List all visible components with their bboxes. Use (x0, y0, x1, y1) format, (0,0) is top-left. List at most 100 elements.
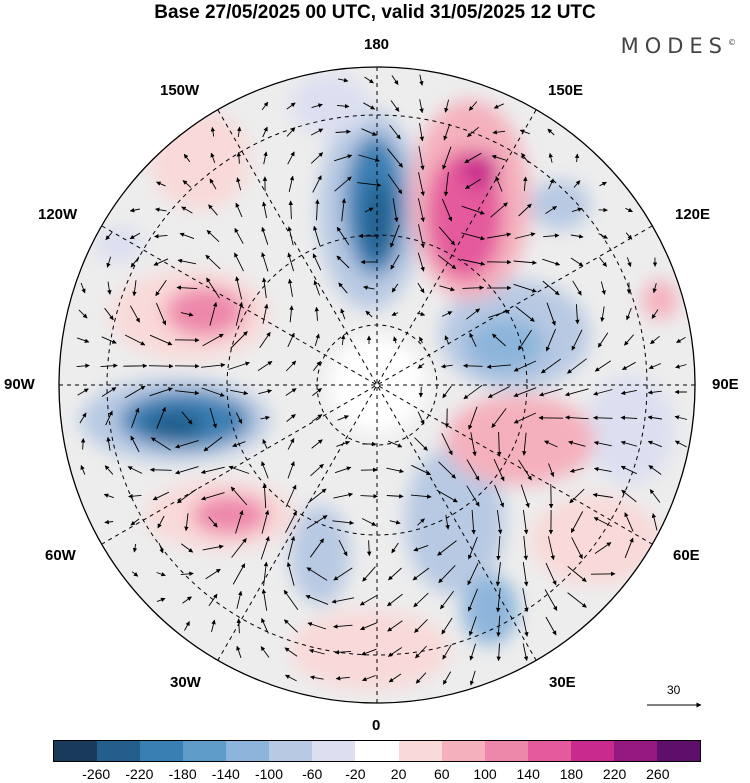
wind-arrow (496, 535, 501, 561)
wind-arrow (231, 538, 247, 558)
wind-arrow (417, 518, 425, 526)
wind-arrow (468, 101, 478, 111)
wind-arrow (567, 592, 587, 608)
wind-arrow (175, 390, 200, 396)
wind-arrow (462, 285, 485, 291)
wind-arrow (306, 567, 328, 581)
wind-arrow (544, 589, 558, 611)
wind-arrow (486, 364, 511, 369)
wind-arrow (311, 414, 323, 422)
wind-arrow (315, 199, 320, 221)
colorbar-segment (226, 741, 270, 761)
vector-reference: 30 (645, 683, 705, 713)
wind-arrow (571, 537, 583, 560)
wind-arrow (131, 571, 139, 577)
wind-arrow (495, 176, 503, 192)
wind-arrow (419, 99, 424, 114)
wind-arrow (307, 488, 327, 504)
wind-arrow (305, 595, 329, 605)
colorbar-tick-label: 60 (434, 766, 450, 782)
wind-arrow (357, 182, 382, 188)
wind-arrow (210, 126, 216, 137)
wind-arrow (594, 542, 612, 554)
wind-arrow (311, 439, 323, 449)
wind-arrow (361, 128, 377, 136)
wind-arrow (573, 180, 581, 188)
wind-arrow (206, 229, 220, 243)
wind-arrow (413, 592, 429, 608)
wind-arrow (548, 178, 554, 190)
wind-arrow (129, 207, 140, 213)
wind-arrow (650, 335, 660, 345)
wind-arrow (391, 311, 399, 316)
wind-arrow (158, 542, 164, 554)
wind-arrow (124, 334, 146, 346)
wind-arrow (128, 493, 142, 499)
wind-arrow (492, 130, 506, 135)
wind-arrow (418, 224, 425, 249)
wind-arrow (364, 76, 374, 84)
wind-arrow (261, 201, 268, 219)
wind-arrow (236, 645, 242, 658)
wind-arrow (156, 406, 166, 429)
wind-arrow (77, 388, 89, 396)
wind-arrow (313, 280, 321, 296)
wind-arrow (263, 151, 268, 165)
wind-arrow (571, 329, 583, 351)
wind-arrow (466, 308, 481, 320)
wind-arrow (547, 128, 555, 136)
wind-arrow (361, 518, 377, 526)
wind-arrow (286, 561, 295, 586)
wind-arrow (389, 124, 401, 140)
wind-arrow (651, 309, 659, 319)
wind-arrow (150, 437, 171, 451)
wind-arrow (360, 621, 378, 631)
wind-arrow (567, 566, 587, 582)
wind-arrow (106, 436, 111, 451)
wind-arrow (259, 331, 271, 349)
wind-arrow (651, 513, 658, 531)
wind-arrow (208, 204, 218, 216)
wind-arrow (491, 408, 507, 428)
wind-arrow (461, 232, 486, 241)
wind-arrow (593, 466, 612, 473)
wind-arrow (363, 102, 376, 110)
wind-arrow (362, 566, 376, 582)
wind-arrow (570, 511, 584, 533)
wind-arrow (261, 461, 269, 479)
wind-arrow (203, 436, 223, 452)
wind-arrow (310, 463, 324, 477)
wind-arrow (285, 360, 297, 372)
wind-arrow (441, 311, 453, 317)
wind-arrow (100, 363, 118, 368)
wind-arrow (130, 305, 140, 323)
wind-arrow (341, 198, 347, 222)
wind-arrow (438, 461, 456, 479)
wind-arrow (593, 440, 612, 447)
colorbar-segment (484, 741, 528, 761)
wind-arrow (313, 360, 321, 371)
wind-arrow (518, 203, 532, 217)
wind-arrow (463, 363, 483, 369)
wind-arrow (104, 465, 114, 475)
colorbar-segment (613, 741, 657, 761)
wind-arrow (176, 285, 198, 290)
wind-arrow (620, 465, 637, 475)
wind-arrow (184, 621, 190, 631)
wind-arrow (574, 153, 580, 163)
wind-arrow (513, 283, 537, 293)
wind-arrow (260, 646, 270, 658)
wind-arrow (332, 520, 355, 525)
wind-arrow (570, 257, 584, 267)
wind-arrow (442, 644, 452, 660)
wind-arrow (392, 198, 399, 223)
wind-arrow (466, 485, 480, 507)
wind-arrow (571, 207, 583, 213)
wind-arrow (494, 484, 504, 508)
wind-arrow (157, 515, 165, 529)
wind-arrow (152, 491, 170, 501)
wind-arrow (155, 302, 167, 326)
wind-arrow (564, 388, 589, 397)
wind-arrow (101, 387, 117, 397)
wind-arrow (594, 360, 612, 372)
